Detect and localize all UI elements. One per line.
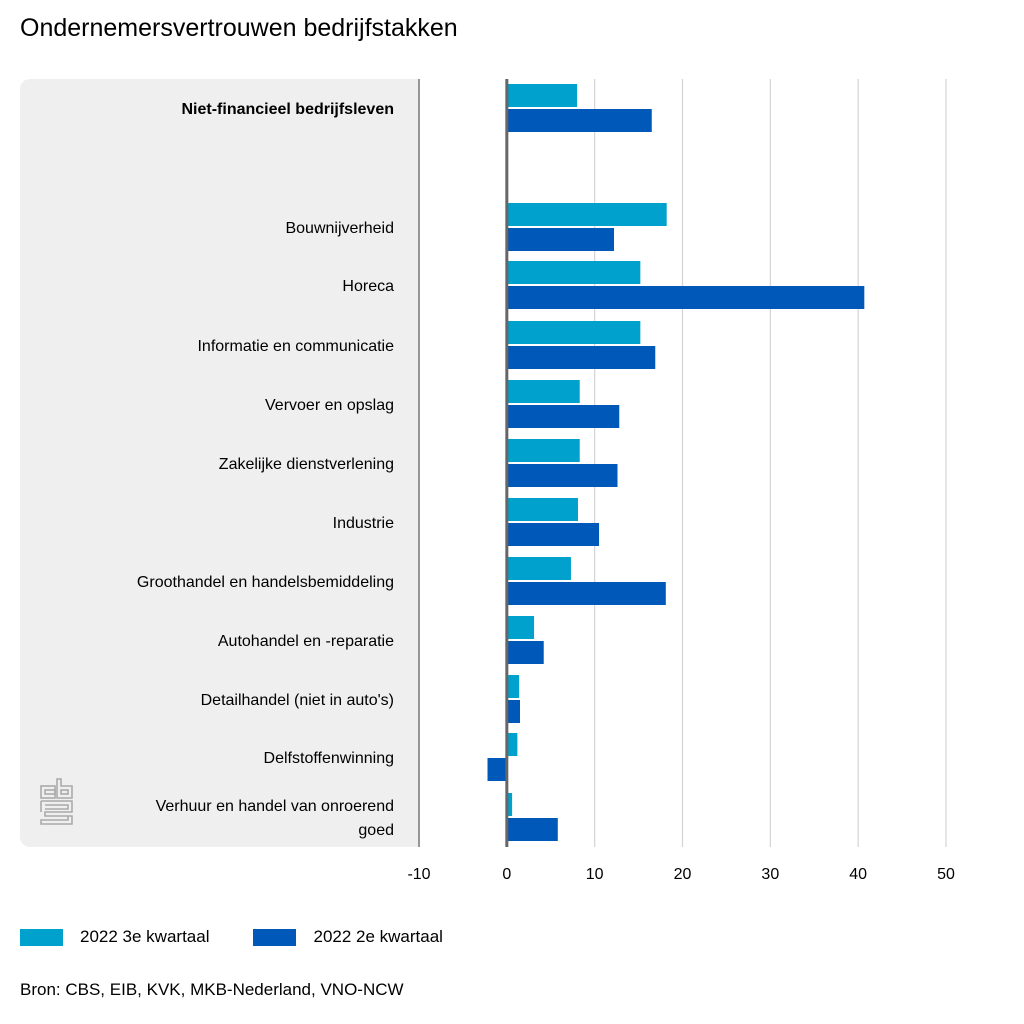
bar-q2 [506, 641, 544, 664]
legend-item-q3: 2022 3e kwartaal [20, 927, 209, 947]
x-tick-label: -10 [407, 866, 430, 883]
bar-q3 [506, 380, 580, 403]
chart-title: Ondernemersvertrouwen bedrijfstakken [20, 14, 458, 42]
x-tick-label: 0 [502, 866, 511, 883]
legend: 2022 3e kwartaal 2022 2e kwartaal [20, 927, 487, 947]
bar-q3 [506, 261, 641, 284]
bar-q3 [506, 439, 580, 462]
category-label: Delfstoffenwinning [264, 750, 394, 767]
bar-q2 [506, 818, 558, 841]
bar-q2 [506, 464, 618, 487]
cbs-logo-icon [40, 778, 73, 825]
x-tick-label: 10 [586, 866, 604, 883]
bar-q2 [506, 286, 865, 309]
bar-q3 [506, 203, 667, 226]
source-note: Bron: CBS, EIB, KVK, MKB-Nederland, VNO-… [20, 980, 404, 999]
legend-swatch-q2 [253, 928, 297, 946]
bar-q2 [487, 758, 507, 781]
x-tick-label: 30 [761, 866, 779, 883]
bar-q2 [506, 346, 656, 369]
bar-q3 [506, 557, 571, 580]
bar-chart: -10 0 10 20 30 40 50 Niet-financieel bedrijfsle… [137, 79, 955, 883]
bar-q2 [506, 109, 652, 132]
bar-q3 [506, 733, 518, 756]
legend-item-q2: 2022 2e kwartaal [253, 927, 443, 947]
bar-q3 [506, 675, 520, 698]
bar-q3 [506, 616, 535, 639]
category-label: Niet-financieel bedrijfsleven [181, 101, 394, 118]
category-label-panel [20, 79, 419, 847]
bar-q2 [506, 582, 666, 605]
bar-q3 [506, 321, 641, 344]
category-label: Industrie [333, 515, 394, 532]
category-label: Groothandel en handelsbemiddeling [137, 574, 394, 591]
category-label: Bouwnijverheid [285, 220, 394, 237]
bar-q3 [506, 84, 578, 107]
bar-q2 [506, 523, 600, 546]
category-label: Vervoer en opslag [265, 397, 394, 414]
x-tick-label: 50 [937, 866, 955, 883]
bar-q2 [506, 700, 521, 723]
x-tick-label: 20 [674, 866, 692, 883]
legend-swatch-q3 [20, 928, 63, 946]
category-label: Horeca [342, 278, 394, 295]
category-label: Zakelijke dienstverlening [219, 456, 394, 473]
category-label: Verhuur en handel van onroerend [156, 798, 394, 815]
bar-q2 [506, 405, 620, 428]
legend-label-q3: 2022 3e kwartaal [80, 927, 210, 946]
category-label: goed [358, 822, 394, 839]
bar-q2 [506, 228, 614, 251]
category-label: Detailhandel (niet in auto's) [201, 692, 394, 709]
category-label: Informatie en communicatie [197, 338, 394, 355]
legend-label-q2: 2022 2e kwartaal [313, 927, 443, 946]
category-label: Autohandel en -reparatie [218, 633, 394, 650]
bar-q3 [506, 793, 513, 816]
bar-q3 [506, 498, 578, 521]
x-tick-label: 40 [849, 866, 867, 883]
